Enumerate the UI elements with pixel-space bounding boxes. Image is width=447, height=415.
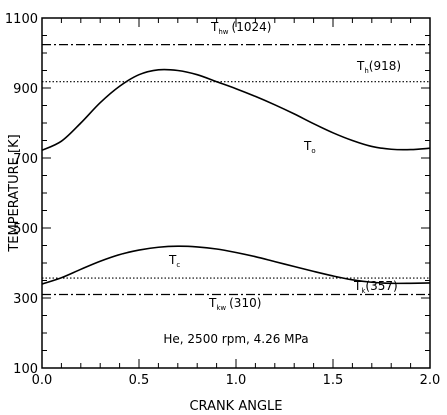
plot-frame [41,17,431,369]
label-tc: Tc [168,253,180,269]
label-tkw: Tkw (310) [208,296,261,312]
x-tick-label: 0.5 [129,373,150,388]
label-tk: Tk(357) [353,279,398,295]
ticks-layer: 0.0 0.5 1.0 1.5 2.0 100 300 500 700 900 1100 [5,12,440,388]
y-tick-label: 100 [13,362,38,377]
conditions-note: He, 2500 rpm, 4.26 MPa [163,332,308,346]
label-to: To [303,139,316,155]
y-tick-label: 300 [13,292,38,307]
x-axis-label: CRANK ANGLE [189,399,282,414]
label-th: Th(918) [356,59,401,75]
x-tick-label: 0.0 [32,373,53,388]
y-axis-label: TEMPERATURE [K] [7,134,22,252]
curves-layer [41,43,431,296]
series-line-to [41,68,431,152]
x-tick-label: 1.5 [323,373,344,388]
y-tick-label: 500 [13,222,38,237]
series-line-tc [41,245,431,285]
x-tick-label: 2.0 [420,373,441,388]
label-thw: Thw (1024) [210,20,271,36]
x-tick-label: 1.0 [226,373,247,388]
y-tick-label: 900 [13,82,38,97]
y-tick-label: 700 [13,152,38,167]
y-tick-label: 1100 [5,12,38,27]
